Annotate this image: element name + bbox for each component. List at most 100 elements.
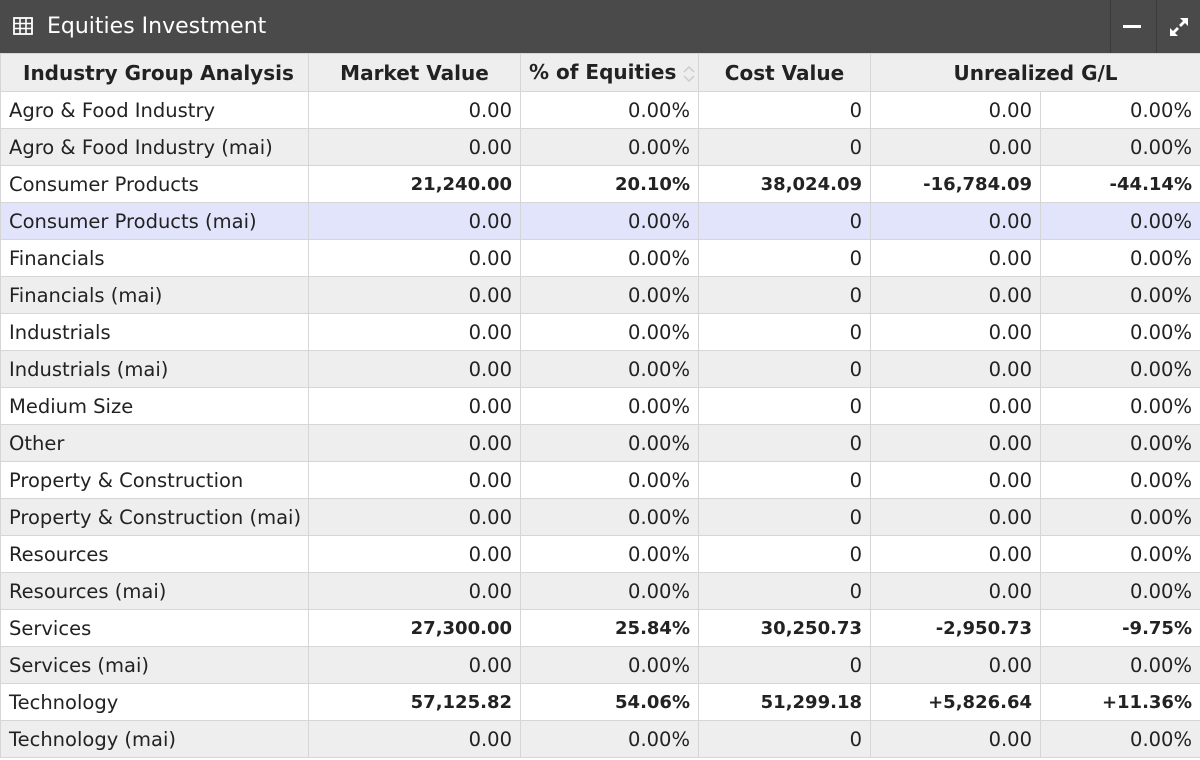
row-unrealized-gl-cell: +5,826.64 — [870, 683, 1041, 721]
expand-icon — [1170, 18, 1188, 36]
row-pct-equities-cell: 0.00% — [520, 91, 699, 129]
row-cost-value-cell: 0 — [698, 313, 871, 351]
table-row[interactable]: Resources 0.00 0.00% 0 0.00 0.00% — [0, 535, 1200, 573]
table-row[interactable]: Medium Size 0.00 0.00% 0 0.00 0.00% — [0, 387, 1200, 425]
minimize-button[interactable] — [1110, 0, 1152, 53]
row-cost-value-cell: 0 — [698, 498, 871, 536]
row-cost-value-cell: 0 — [698, 720, 871, 758]
row-unrealized-gl-pct-cell: +11.36% — [1040, 683, 1200, 721]
row-industry-cell: Property & Construction — [0, 461, 309, 499]
row-industry-cell: Technology — [0, 683, 309, 721]
row-pct-equities-cell: 54.06% — [520, 683, 699, 721]
column-header-unrealized-gl[interactable]: Unrealized G/L — [870, 53, 1200, 92]
table-row[interactable]: Technology (mai) 0.00 0.00% 0 0.00 0.00% — [0, 720, 1200, 758]
column-header-cost-value[interactable]: Cost Value — [698, 53, 871, 92]
row-unrealized-gl-cell: 0.00 — [870, 646, 1041, 684]
column-header-market-value[interactable]: Market Value — [308, 53, 521, 92]
row-cost-value-cell: 0 — [698, 128, 871, 166]
row-unrealized-gl-pct-cell: 0.00% — [1040, 572, 1200, 610]
row-unrealized-gl-cell: 0.00 — [870, 239, 1041, 277]
table-row[interactable]: Agro & Food Industry (mai) 0.00 0.00% 0 0.00… — [0, 128, 1200, 166]
row-cost-value-cell: 30,250.73 — [698, 609, 871, 647]
row-market-value-cell: 27,300.00 — [308, 609, 521, 647]
row-market-value-cell: 0.00 — [308, 387, 521, 425]
row-market-value-cell: 0.00 — [308, 350, 521, 388]
row-unrealized-gl-cell: -2,950.73 — [870, 609, 1041, 647]
table-row[interactable]: Other 0.00 0.00% 0 0.00 0.00% — [0, 424, 1200, 462]
row-market-value-cell: 0.00 — [308, 239, 521, 277]
row-cost-value-cell: 0 — [698, 350, 871, 388]
row-unrealized-gl-cell: 0.00 — [870, 572, 1041, 610]
table-row[interactable]: Financials 0.00 0.00% 0 0.00 0.00% — [0, 239, 1200, 277]
table-row[interactable]: Services (mai) 0.00 0.00% 0 0.00 0.00% — [0, 646, 1200, 684]
row-unrealized-gl-pct-cell: 0.00% — [1040, 91, 1200, 129]
row-unrealized-gl-cell: 0.00 — [870, 387, 1041, 425]
row-industry-cell: Financials — [0, 239, 309, 277]
table-row[interactable]: Agro & Food Industry 0.00 0.00% 0 0.00 0.00% — [0, 91, 1200, 129]
table-body: Agro & Food Industry 0.00 0.00% 0 0.00 0.00% A… — [0, 91, 1200, 758]
table-row[interactable]: Consumer Products (mai) 0.00 0.00% 0 0.00 0.0… — [0, 202, 1200, 240]
sort-both-icon — [683, 65, 695, 82]
row-unrealized-gl-cell: 0.00 — [870, 535, 1041, 573]
row-pct-equities-cell: 0.00% — [520, 313, 699, 351]
row-unrealized-gl-cell: 0.00 — [870, 350, 1041, 388]
row-industry-cell: Financials (mai) — [0, 276, 309, 314]
row-market-value-cell: 0.00 — [308, 128, 521, 166]
row-cost-value-cell: 0 — [698, 239, 871, 277]
row-market-value-cell: 21,240.00 — [308, 165, 521, 203]
row-industry-cell: Other — [0, 424, 309, 462]
table-row[interactable]: Property & Construction (mai) 0.00 0.00% 0 0… — [0, 498, 1200, 536]
row-unrealized-gl-cell: 0.00 — [870, 424, 1041, 462]
row-pct-equities-cell: 0.00% — [520, 387, 699, 425]
table-row[interactable]: Services 27,300.00 25.84% 30,250.73 -2,950.7… — [0, 609, 1200, 647]
row-unrealized-gl-pct-cell: 0.00% — [1040, 720, 1200, 758]
row-cost-value-cell: 0 — [698, 461, 871, 499]
table-row[interactable]: Resources (mai) 0.00 0.00% 0 0.00 0.00% — [0, 572, 1200, 610]
row-cost-value-cell: 0 — [698, 276, 871, 314]
row-unrealized-gl-pct-cell: 0.00% — [1040, 498, 1200, 536]
row-cost-value-cell: 0 — [698, 424, 871, 462]
table-row[interactable]: Industrials (mai) 0.00 0.00% 0 0.00 0.00% — [0, 350, 1200, 388]
row-pct-equities-cell: 0.00% — [520, 424, 699, 462]
row-pct-equities-cell: 0.00% — [520, 535, 699, 573]
table-row[interactable]: Consumer Products 21,240.00 20.10% 38,024.0… — [0, 165, 1200, 203]
row-market-value-cell: 0.00 — [308, 461, 521, 499]
table-row[interactable]: Technology 57,125.82 54.06% 51,299.18 +5,826… — [0, 683, 1200, 721]
row-pct-equities-cell: 0.00% — [520, 276, 699, 314]
column-header-pct-equities-label: % of Equities — [529, 60, 677, 85]
row-pct-equities-cell: 0.00% — [520, 572, 699, 610]
row-unrealized-gl-pct-cell: 0.00% — [1040, 313, 1200, 351]
row-unrealized-gl-pct-cell: -44.14% — [1040, 165, 1200, 203]
row-industry-cell: Consumer Products (mai) — [0, 202, 309, 240]
minus-icon — [1123, 25, 1141, 28]
row-pct-equities-cell: 0.00% — [520, 720, 699, 758]
table-row[interactable]: Industrials 0.00 0.00% 0 0.00 0.00% — [0, 313, 1200, 351]
row-industry-cell: Agro & Food Industry — [0, 91, 309, 129]
row-pct-equities-cell: 0.00% — [520, 202, 699, 240]
window-title: Equities Investment — [47, 14, 267, 39]
row-market-value-cell: 0.00 — [308, 498, 521, 536]
column-header-industry[interactable]: Industry Group Analysis — [0, 53, 309, 92]
row-cost-value-cell: 0 — [698, 535, 871, 573]
row-cost-value-cell: 0 — [698, 387, 871, 425]
row-pct-equities-cell: 0.00% — [520, 498, 699, 536]
row-unrealized-gl-pct-cell: 0.00% — [1040, 128, 1200, 166]
column-header-pct-equities[interactable]: % of Equities — [520, 53, 699, 92]
maximize-button[interactable] — [1156, 0, 1198, 53]
table-row[interactable]: Financials (mai) 0.00 0.00% 0 0.00 0.00% — [0, 276, 1200, 314]
row-industry-cell: Technology (mai) — [0, 720, 309, 758]
equities-table: Industry Group Analysis Market Value % o… — [0, 53, 1200, 758]
row-unrealized-gl-cell: 0.00 — [870, 498, 1041, 536]
row-unrealized-gl-pct-cell: 0.00% — [1040, 350, 1200, 388]
row-unrealized-gl-pct-cell: 0.00% — [1040, 202, 1200, 240]
row-market-value-cell: 0.00 — [308, 646, 521, 684]
row-unrealized-gl-pct-cell: 0.00% — [1040, 387, 1200, 425]
row-pct-equities-cell: 20.10% — [520, 165, 699, 203]
row-unrealized-gl-cell: 0.00 — [870, 202, 1041, 240]
table-row[interactable]: Property & Construction 0.00 0.00% 0 0.00 0.0… — [0, 461, 1200, 499]
row-industry-cell: Industrials (mai) — [0, 350, 309, 388]
row-industry-cell: Services (mai) — [0, 646, 309, 684]
row-industry-cell: Industrials — [0, 313, 309, 351]
column-header-cost-value-label: Cost Value — [724, 60, 845, 85]
